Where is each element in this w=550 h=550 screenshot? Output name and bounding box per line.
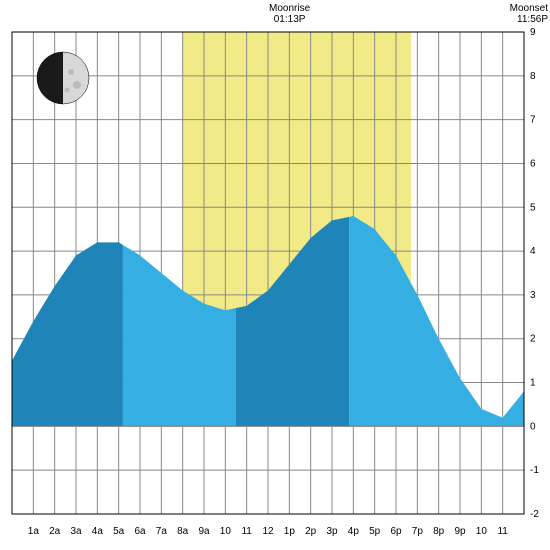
svg-text:5: 5 — [530, 202, 536, 213]
svg-text:11: 11 — [497, 526, 508, 537]
svg-text:10: 10 — [476, 526, 488, 537]
moonrise-label: Moonrise 01:13P — [269, 3, 310, 25]
svg-text:3p: 3p — [326, 526, 338, 537]
svg-text:2: 2 — [530, 334, 536, 345]
svg-text:10: 10 — [220, 526, 232, 537]
svg-text:8a: 8a — [177, 526, 189, 537]
svg-text:12: 12 — [262, 526, 274, 537]
moonrise-time: 01:13P — [269, 14, 310, 25]
svg-text:4: 4 — [530, 246, 536, 257]
svg-text:2a: 2a — [49, 526, 61, 537]
svg-text:1: 1 — [530, 378, 536, 389]
svg-text:11: 11 — [241, 526, 252, 537]
svg-text:4p: 4p — [348, 526, 360, 537]
svg-text:8: 8 — [530, 71, 536, 82]
svg-text:6a: 6a — [134, 526, 146, 537]
svg-text:6: 6 — [530, 158, 536, 169]
svg-text:8p: 8p — [433, 526, 445, 537]
svg-text:5a: 5a — [113, 526, 125, 537]
svg-text:7: 7 — [530, 115, 536, 126]
svg-text:3a: 3a — [70, 526, 82, 537]
tide-chart: Moonrise 01:13P Moonset 11:56P -2-101234… — [0, 0, 550, 550]
svg-text:9a: 9a — [198, 526, 210, 537]
svg-text:7a: 7a — [156, 526, 168, 537]
svg-text:2p: 2p — [305, 526, 317, 537]
header: Moonrise 01:13P Moonset 11:56P — [0, 0, 550, 32]
svg-text:4a: 4a — [92, 526, 104, 537]
svg-text:0: 0 — [530, 421, 536, 432]
moon-phase-icon — [35, 50, 91, 106]
svg-text:1a: 1a — [28, 526, 40, 537]
svg-text:5p: 5p — [369, 526, 381, 537]
svg-text:3: 3 — [530, 290, 536, 301]
moonset-label: Moonset 11:56P — [510, 3, 548, 25]
moonset-time: 11:56P — [510, 14, 548, 25]
svg-text:-2: -2 — [530, 509, 539, 520]
svg-text:7p: 7p — [412, 526, 424, 537]
svg-text:1p: 1p — [284, 526, 296, 537]
svg-text:-1: -1 — [530, 465, 539, 476]
moonrise-title: Moonrise — [269, 3, 310, 14]
moonset-title: Moonset — [510, 3, 548, 14]
svg-text:6p: 6p — [390, 526, 402, 537]
svg-text:9p: 9p — [454, 526, 466, 537]
